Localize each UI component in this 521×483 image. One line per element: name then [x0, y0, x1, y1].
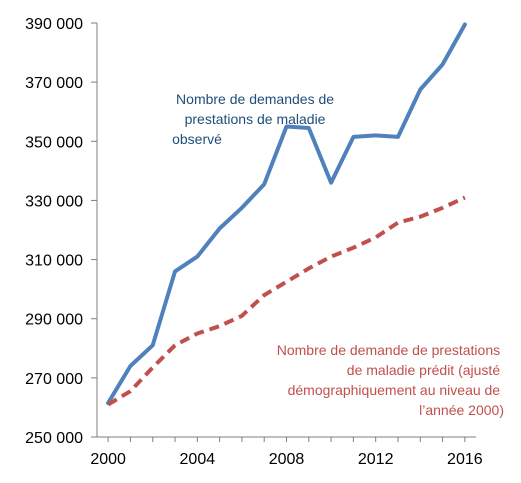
axes: [91, 22, 476, 442]
observed-series-line: [106, 22, 467, 405]
y-tick-label: 390 000: [25, 16, 83, 33]
observed-label-line-3: observé: [172, 131, 222, 147]
x-tick-label: 2012: [358, 451, 394, 468]
x-tick-label: 2004: [180, 451, 216, 468]
observed-series-label: Nombre de demandes de prestations de mal…: [172, 91, 338, 147]
y-tick-label: 270 000: [25, 371, 83, 388]
predicted-label-line-4: l’année 2000): [419, 402, 504, 418]
y-tick-label: 350 000: [25, 134, 83, 151]
predicted-series-line: [107, 195, 466, 407]
series-lines: [106, 22, 467, 407]
observed-label-line-1: Nombre de demandes de: [176, 91, 334, 107]
x-tick-label: 2000: [90, 451, 126, 468]
predicted-label-line-1: Nombre de demande de prestations: [277, 342, 500, 358]
predicted-label-line-3: démographiquement au niveau de: [288, 382, 501, 398]
x-tick-label: 2008: [269, 451, 305, 468]
y-tick-label: 290 000: [25, 312, 83, 329]
x-tick-label: 2016: [447, 451, 483, 468]
predicted-series-label: Nombre de demande de prestations de mala…: [277, 342, 504, 418]
y-tick-label: 330 000: [25, 193, 83, 210]
y-tick-label: 370 000: [25, 75, 83, 92]
annotations: Nombre de demandes de prestations de mal…: [172, 91, 504, 418]
predicted-label-line-2: de maladie prédit (ajusté: [347, 362, 501, 378]
observed-label-line-2: prestations de maladie: [185, 111, 326, 127]
tick-labels: 250 000 270 000 290 000 310 000 330 000 350 0…: [25, 16, 483, 468]
y-tick-label: 250 000: [25, 430, 83, 447]
y-tick-label: 310 000: [25, 253, 83, 270]
